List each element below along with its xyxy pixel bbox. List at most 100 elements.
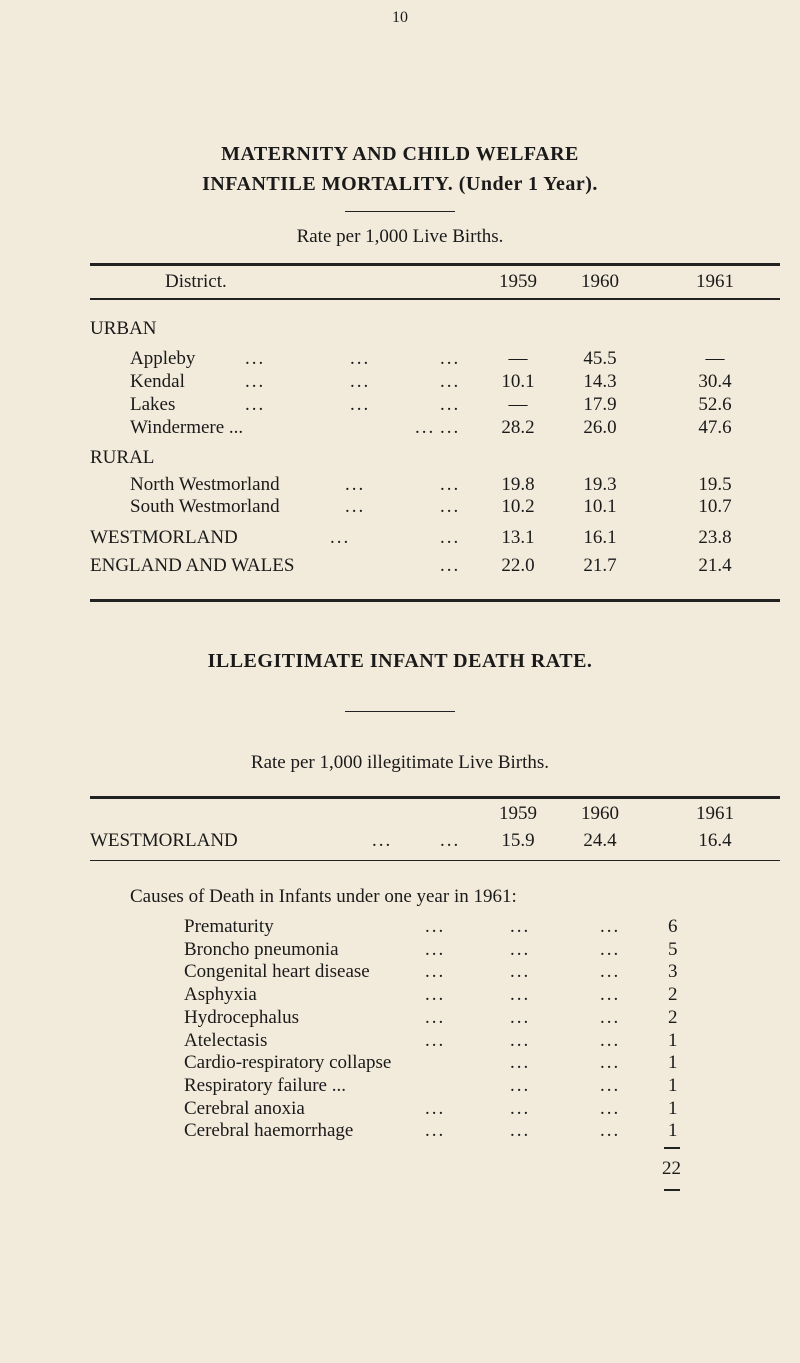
table-row-label: ENGLAND AND WALES — [90, 555, 295, 576]
leader-dots: ... — [245, 394, 266, 415]
leader-dots: ... — [245, 348, 266, 369]
table-cell: 10.1 — [501, 371, 535, 392]
table-cell: 30.4 — [698, 371, 732, 392]
table-cell: 52.6 — [698, 394, 732, 415]
sum-rule — [664, 1147, 680, 1149]
cause-count: 2 — [668, 984, 678, 1006]
leader-dots: ... — [510, 1120, 531, 1142]
leader-dots: ... — [330, 527, 351, 548]
leader-dots: ... — [345, 474, 366, 495]
divider — [345, 711, 455, 712]
table-top-rule — [90, 263, 780, 266]
cause-label: Atelectasis — [184, 1029, 268, 1051]
leader-dots: ... — [510, 1052, 531, 1074]
table-row-label: Appleby — [130, 348, 196, 369]
leader-dots: ... — [600, 961, 621, 983]
divider — [345, 211, 455, 212]
leader-dots: ... — [425, 1097, 446, 1119]
table-cell: — — [508, 394, 528, 415]
leader-dots: ... — [600, 1052, 621, 1074]
table-cell: 47.6 — [698, 417, 732, 438]
cause-count: 1 — [668, 1052, 678, 1074]
section-rural: RURAL — [90, 447, 155, 468]
page-number: 10 — [392, 9, 408, 26]
table-cell: — — [508, 348, 528, 369]
table-cell: 21.7 — [583, 555, 617, 576]
cause-label: Cerebral haemorrhage — [184, 1120, 354, 1142]
leader-dots: ... — [600, 1006, 621, 1028]
table-bottom-rule — [90, 599, 780, 602]
table-cell: 19.8 — [501, 474, 535, 495]
leader-dots: ... — [425, 961, 446, 983]
cause-count: 5 — [668, 938, 678, 960]
leader-dots: ... — [600, 916, 621, 937]
table-cell: 26.0 — [583, 417, 617, 438]
table-row-label: Windermere ... — [130, 417, 244, 438]
t2-row-label: WESTMORLAND — [90, 830, 238, 851]
table-cell: 13.1 — [501, 527, 535, 548]
leader-dots: ... — [440, 830, 461, 851]
section-urban: URBAN — [90, 318, 157, 339]
leader-dots: ... — [510, 1074, 531, 1096]
table-row-label: North Westmorland — [130, 474, 280, 495]
cause-label: Asphyxia — [184, 984, 257, 1006]
leader-dots: ... — [440, 348, 461, 369]
leader-dots: ... — [425, 916, 446, 937]
table-cell: 28.2 — [501, 417, 535, 438]
cause-label: Hydrocephalus — [184, 1006, 300, 1028]
leader-dots: ... — [600, 1029, 621, 1051]
leader-dots: ... — [440, 474, 461, 495]
cause-count: 1 — [668, 1097, 678, 1119]
leader-dots: ... — [415, 417, 436, 438]
cause-count: 3 — [668, 961, 678, 983]
subtitle-illegitimate-rate: Rate per 1,000 illegitimate Live Births. — [250, 752, 550, 773]
table-row-label: South Westmorland — [130, 496, 280, 517]
leader-dots: ... — [600, 1097, 621, 1119]
title-illegitimate: ILLEGITIMATE INFANT DEATH RATE. — [207, 650, 593, 672]
leader-dots: ... — [510, 1006, 531, 1028]
table-cell: 10.1 — [583, 496, 617, 517]
t2-header-1959: 1959 — [499, 803, 537, 824]
leader-dots: ... — [510, 984, 531, 1006]
t2-value-1961: 16.4 — [698, 830, 732, 851]
t2-header-1961: 1961 — [696, 803, 734, 824]
table-cell: 17.9 — [583, 394, 617, 415]
leader-dots: ... — [510, 938, 531, 960]
table-cell: — — [705, 348, 725, 369]
table-row-label: Kendal — [130, 371, 185, 392]
subtitle-rate: Rate per 1,000 Live Births. — [296, 226, 504, 247]
leader-dots: ... — [440, 394, 461, 415]
table-cell: 10.7 — [698, 496, 732, 517]
cause-count: 2 — [668, 1006, 678, 1028]
cause-label: Cerebral anoxia — [184, 1097, 305, 1119]
table-cell: 19.3 — [583, 474, 617, 495]
table-row-label: Lakes — [130, 394, 176, 415]
leader-dots: ... — [425, 1029, 446, 1051]
cause-label: Prematurity — [184, 916, 274, 937]
cause-count: 1 — [668, 1120, 678, 1142]
leader-dots: ... — [425, 938, 446, 960]
table-cell: 23.8 — [698, 527, 732, 548]
cause-count: 1 — [668, 1074, 678, 1096]
t2-header-1960: 1960 — [581, 803, 619, 824]
table-cell: 21.4 — [698, 555, 732, 576]
col-header-1959: 1959 — [499, 271, 537, 292]
leader-dots: ... — [510, 1029, 531, 1051]
leader-dots: ... — [425, 984, 446, 1006]
leader-dots: ... — [425, 1006, 446, 1028]
leader-dots: ... — [600, 984, 621, 1006]
table2-top-rule — [90, 796, 780, 799]
leader-dots: ... — [345, 496, 366, 517]
leader-dots: ... — [510, 916, 531, 937]
leader-dots: ... — [350, 371, 371, 392]
leader-dots: ... — [440, 371, 461, 392]
leader-dots: ... — [440, 496, 461, 517]
cause-count: 1 — [668, 1029, 678, 1051]
table-cell: 22.0 — [501, 555, 535, 576]
col-header-1960: 1960 — [581, 271, 619, 292]
cause-count: 6 — [668, 916, 678, 937]
table-row-label: WESTMORLAND — [90, 527, 238, 548]
leader-dots: ... — [510, 1097, 531, 1119]
leader-dots: ... — [600, 938, 621, 960]
